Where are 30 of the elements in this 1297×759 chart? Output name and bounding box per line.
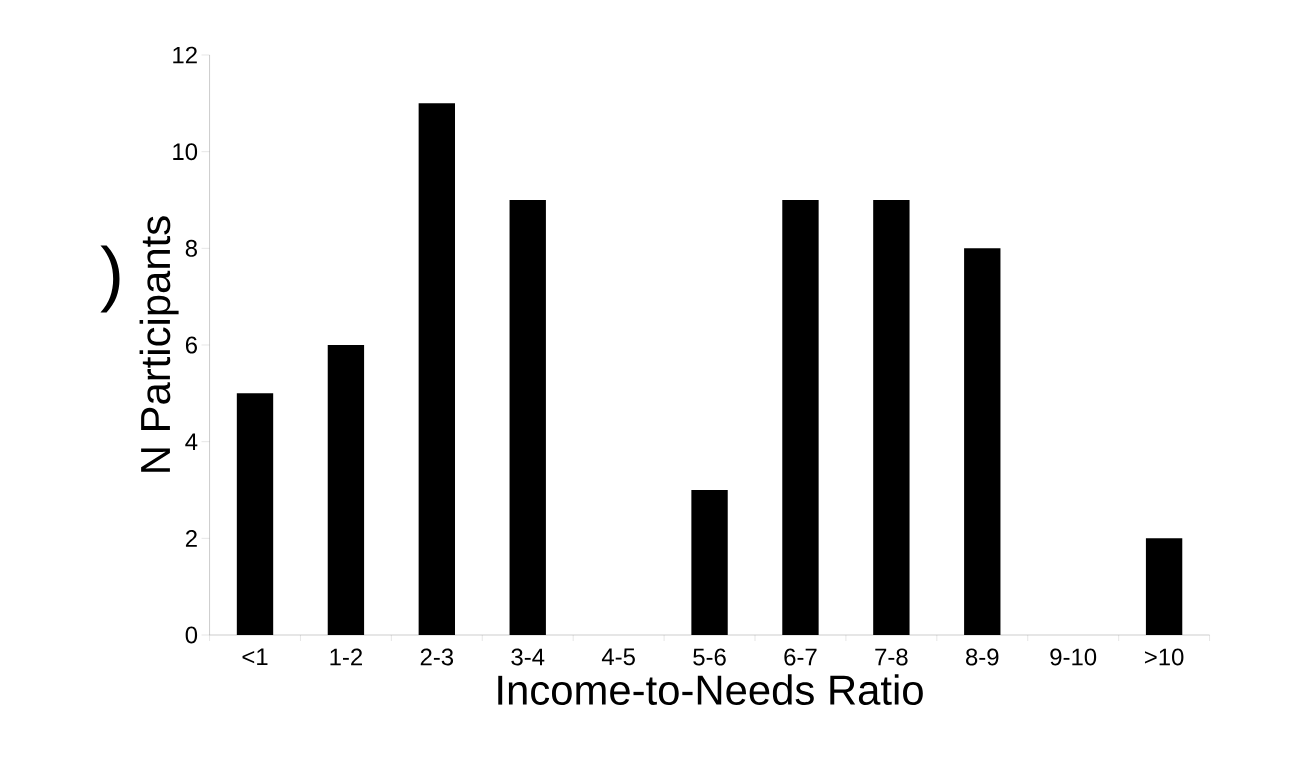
bar xyxy=(418,103,455,635)
bar xyxy=(509,199,546,635)
y-tick-label: 10 xyxy=(173,143,198,161)
bar xyxy=(327,345,365,635)
x-axis-title: Income-to-Needs Ratio xyxy=(498,674,923,706)
y-tick-label: 0 xyxy=(185,626,198,644)
bar xyxy=(873,199,910,635)
y-axis-title: N Participants xyxy=(139,216,179,472)
y-tick-label: 2 xyxy=(185,529,197,547)
text: ) xyxy=(100,245,120,313)
y-tick-label: 4 xyxy=(185,433,198,450)
x-tick-label: >10 xyxy=(1144,648,1184,666)
y-tick-label: 8 xyxy=(185,239,197,257)
x-tick-label: 6-7 xyxy=(784,648,817,666)
x-tick-label: 2-3 xyxy=(420,648,454,666)
bar xyxy=(691,490,728,635)
x-tick-label: 4-5 xyxy=(601,648,635,666)
x-tick-label: 1-2 xyxy=(330,648,362,666)
bar xyxy=(964,248,1001,635)
bar xyxy=(236,393,274,635)
x-tick-label: 8-9 xyxy=(966,648,999,666)
x-tick-label: 3-4 xyxy=(511,648,545,666)
y-tick-label: 12 xyxy=(173,46,197,64)
bar xyxy=(782,199,819,635)
x-tick-label: <1 xyxy=(242,648,268,665)
x-tick-label: 7-8 xyxy=(875,648,908,666)
bar xyxy=(1145,538,1183,635)
x-tick-label: 9-10 xyxy=(1050,648,1097,666)
y-tick-label: 6 xyxy=(185,336,197,354)
x-tick-label: 5-6 xyxy=(693,648,726,666)
